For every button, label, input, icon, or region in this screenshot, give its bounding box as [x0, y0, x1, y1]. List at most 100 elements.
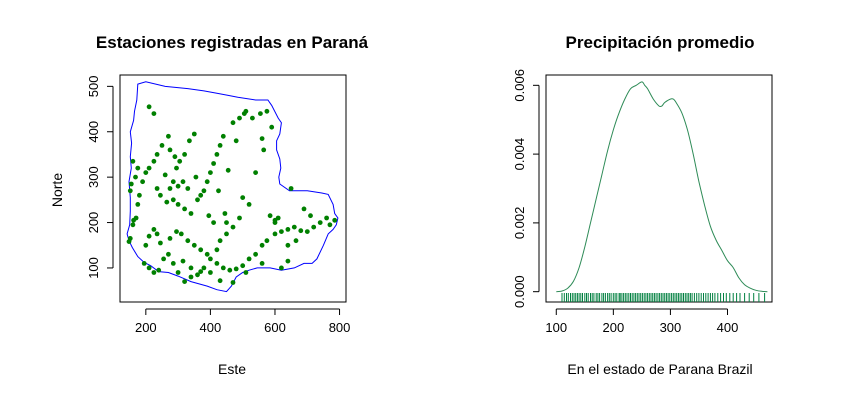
station-point [298, 228, 304, 234]
station-point [151, 111, 157, 116]
station-point [130, 222, 136, 228]
station-point [230, 224, 236, 230]
station-point [204, 251, 210, 257]
y-tick-label: 0.000 [512, 275, 527, 308]
scatter-points [126, 104, 338, 285]
density-x-label: En el estado de Parana Brazil [567, 361, 752, 377]
station-point [311, 224, 317, 230]
station-point [264, 108, 270, 114]
station-point [170, 179, 176, 185]
station-point [233, 138, 239, 144]
station-point [208, 270, 213, 275]
station-point [206, 213, 212, 219]
station-point [237, 115, 242, 121]
station-point [162, 172, 168, 178]
station-point [128, 181, 134, 187]
station-point [154, 152, 160, 157]
station-point [185, 186, 191, 191]
station-point [146, 104, 152, 110]
station-point [140, 179, 146, 185]
station-point [233, 266, 239, 272]
station-point [243, 270, 249, 275]
station-point [279, 265, 284, 271]
station-point [146, 233, 152, 239]
station-point [285, 227, 291, 232]
x-tick-label: 300 [660, 320, 682, 335]
y-tick-label: 100 [86, 257, 101, 279]
station-point [246, 202, 252, 207]
station-point [175, 202, 181, 207]
station-point [154, 231, 160, 237]
station-point [222, 211, 228, 216]
rug-marks [561, 293, 766, 302]
station-point [224, 220, 229, 226]
station-point [151, 158, 157, 164]
density-y-axis: 0.000 0.002 0.004 0.006 [512, 69, 540, 308]
station-point [253, 170, 258, 176]
station-point [327, 222, 333, 228]
station-point [259, 261, 265, 266]
density-title: Precipitación promedio [566, 33, 755, 52]
station-point [227, 267, 233, 273]
station-point [174, 229, 179, 235]
station-point [240, 263, 246, 269]
station-point [198, 247, 204, 253]
station-point [301, 206, 307, 212]
station-point [172, 154, 178, 160]
station-point [220, 133, 226, 139]
station-point [135, 165, 141, 171]
station-point [151, 227, 157, 232]
station-point [193, 174, 199, 180]
y-tick-label: 500 [86, 75, 101, 97]
scatter-y-label: Norte [49, 173, 65, 207]
station-point [230, 280, 236, 285]
x-tick-label: 100 [545, 320, 567, 335]
station-point [187, 138, 192, 144]
station-point [130, 158, 136, 164]
station-point [240, 195, 246, 201]
density-curve-line [556, 81, 768, 293]
station-point [188, 265, 194, 271]
station-point [293, 238, 299, 244]
station-point [188, 274, 194, 280]
station-point [201, 188, 207, 194]
station-point [180, 258, 186, 264]
station-point [141, 261, 147, 266]
station-point [175, 270, 181, 275]
station-point [279, 229, 284, 235]
station-point [158, 240, 163, 246]
station-point [143, 170, 149, 176]
station-point [137, 192, 142, 198]
station-point [166, 251, 171, 257]
station-point [230, 120, 236, 126]
station-point [224, 231, 229, 237]
scatter-plot-frame [119, 74, 347, 303]
y-tick-label: 0.002 [512, 207, 527, 240]
y-tick-label: 400 [86, 121, 101, 143]
station-point [269, 124, 275, 130]
station-point [191, 131, 197, 137]
station-point [146, 165, 152, 171]
station-point [166, 133, 171, 139]
station-point [304, 229, 310, 235]
station-point [217, 143, 223, 148]
y-tick-label: 0.006 [512, 69, 527, 102]
station-point [177, 158, 183, 164]
station-point [191, 242, 197, 248]
station-point [214, 261, 220, 266]
station-point [180, 179, 186, 185]
station-point [259, 136, 265, 142]
x-tick-label: 400 [200, 320, 222, 335]
station-point [167, 236, 173, 241]
station-point [250, 115, 255, 121]
station-point [182, 206, 188, 212]
station-point [158, 192, 163, 198]
station-point [127, 188, 133, 194]
station-point [285, 242, 291, 248]
station-point [133, 215, 139, 221]
station-point [264, 238, 270, 244]
station-point [174, 165, 179, 171]
station-point [211, 161, 217, 166]
station-point [208, 256, 213, 262]
